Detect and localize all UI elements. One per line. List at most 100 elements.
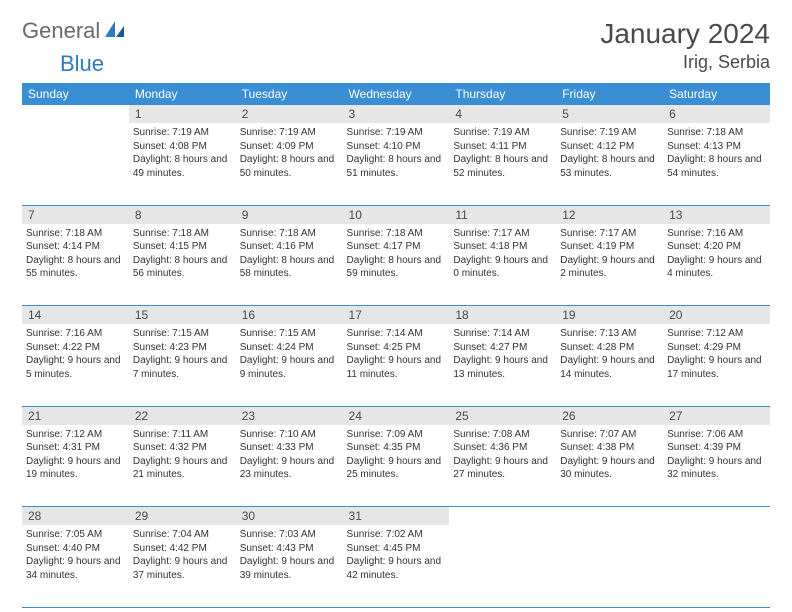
day-number: 13 xyxy=(663,205,770,224)
day-details: Sunrise: 7:03 AMSunset: 4:43 PMDaylight:… xyxy=(240,528,339,582)
day-number: 27 xyxy=(663,406,770,425)
day-number: 22 xyxy=(129,406,236,425)
day-header: Friday xyxy=(556,83,663,105)
day-cell: Sunrise: 7:18 AMSunset: 4:15 PMDaylight:… xyxy=(129,224,236,306)
day-cell: Sunrise: 7:15 AMSunset: 4:24 PMDaylight:… xyxy=(236,324,343,406)
day-details: Sunrise: 7:17 AMSunset: 4:19 PMDaylight:… xyxy=(560,227,659,281)
day-details: Sunrise: 7:16 AMSunset: 4:20 PMDaylight:… xyxy=(667,227,766,281)
day-cell: Sunrise: 7:14 AMSunset: 4:25 PMDaylight:… xyxy=(343,324,450,406)
day-cell: Sunrise: 7:06 AMSunset: 4:39 PMDaylight:… xyxy=(663,425,770,507)
day-details: Sunrise: 7:19 AMSunset: 4:10 PMDaylight:… xyxy=(347,126,446,180)
day-cell: Sunrise: 7:19 AMSunset: 4:08 PMDaylight:… xyxy=(129,123,236,205)
week-row: Sunrise: 7:16 AMSunset: 4:22 PMDaylight:… xyxy=(22,324,770,406)
day-details: Sunrise: 7:13 AMSunset: 4:28 PMDaylight:… xyxy=(560,327,659,381)
day-cell: Sunrise: 7:09 AMSunset: 4:35 PMDaylight:… xyxy=(343,425,450,507)
day-header-row: SundayMondayTuesdayWednesdayThursdayFrid… xyxy=(22,83,770,105)
day-details: Sunrise: 7:18 AMSunset: 4:13 PMDaylight:… xyxy=(667,126,766,180)
title-block: January 2024 Irig, Serbia xyxy=(600,18,770,73)
day-number: 14 xyxy=(22,306,129,325)
day-header: Monday xyxy=(129,83,236,105)
day-number: 2 xyxy=(236,105,343,123)
day-details: Sunrise: 7:19 AMSunset: 4:11 PMDaylight:… xyxy=(453,126,552,180)
day-cell: Sunrise: 7:17 AMSunset: 4:19 PMDaylight:… xyxy=(556,224,663,306)
day-number: 24 xyxy=(343,406,450,425)
day-cell: Sunrise: 7:16 AMSunset: 4:20 PMDaylight:… xyxy=(663,224,770,306)
day-details: Sunrise: 7:12 AMSunset: 4:31 PMDaylight:… xyxy=(26,428,125,482)
day-number xyxy=(22,105,129,123)
day-header: Sunday xyxy=(22,83,129,105)
day-cell: Sunrise: 7:18 AMSunset: 4:14 PMDaylight:… xyxy=(22,224,129,306)
day-cell: Sunrise: 7:17 AMSunset: 4:18 PMDaylight:… xyxy=(449,224,556,306)
day-cell: Sunrise: 7:18 AMSunset: 4:16 PMDaylight:… xyxy=(236,224,343,306)
day-cell: Sunrise: 7:19 AMSunset: 4:12 PMDaylight:… xyxy=(556,123,663,205)
day-number: 19 xyxy=(556,306,663,325)
day-header: Wednesday xyxy=(343,83,450,105)
day-header: Tuesday xyxy=(236,83,343,105)
week-row: Sunrise: 7:05 AMSunset: 4:40 PMDaylight:… xyxy=(22,525,770,607)
logo-text-blue: Blue xyxy=(60,51,104,77)
day-cell: Sunrise: 7:02 AMSunset: 4:45 PMDaylight:… xyxy=(343,525,450,607)
day-cell xyxy=(22,123,129,205)
week-row: Sunrise: 7:12 AMSunset: 4:31 PMDaylight:… xyxy=(22,425,770,507)
day-number xyxy=(556,507,663,526)
month-title: January 2024 xyxy=(600,18,770,50)
day-cell: Sunrise: 7:03 AMSunset: 4:43 PMDaylight:… xyxy=(236,525,343,607)
calendar-table: SundayMondayTuesdayWednesdayThursdayFrid… xyxy=(22,83,770,608)
day-number: 18 xyxy=(449,306,556,325)
week-row: Sunrise: 7:19 AMSunset: 4:08 PMDaylight:… xyxy=(22,123,770,205)
day-details: Sunrise: 7:15 AMSunset: 4:23 PMDaylight:… xyxy=(133,327,232,381)
day-details: Sunrise: 7:16 AMSunset: 4:22 PMDaylight:… xyxy=(26,327,125,381)
day-details: Sunrise: 7:18 AMSunset: 4:16 PMDaylight:… xyxy=(240,227,339,281)
day-number: 23 xyxy=(236,406,343,425)
day-details: Sunrise: 7:05 AMSunset: 4:40 PMDaylight:… xyxy=(26,528,125,582)
day-details: Sunrise: 7:14 AMSunset: 4:27 PMDaylight:… xyxy=(453,327,552,381)
logo: General xyxy=(22,18,128,44)
day-number: 4 xyxy=(449,105,556,123)
day-cell: Sunrise: 7:13 AMSunset: 4:28 PMDaylight:… xyxy=(556,324,663,406)
day-number xyxy=(663,507,770,526)
week-row: Sunrise: 7:18 AMSunset: 4:14 PMDaylight:… xyxy=(22,224,770,306)
day-details: Sunrise: 7:14 AMSunset: 4:25 PMDaylight:… xyxy=(347,327,446,381)
day-cell: Sunrise: 7:12 AMSunset: 4:31 PMDaylight:… xyxy=(22,425,129,507)
day-cell: Sunrise: 7:18 AMSunset: 4:13 PMDaylight:… xyxy=(663,123,770,205)
day-cell xyxy=(663,525,770,607)
day-cell: Sunrise: 7:15 AMSunset: 4:23 PMDaylight:… xyxy=(129,324,236,406)
day-cell: Sunrise: 7:10 AMSunset: 4:33 PMDaylight:… xyxy=(236,425,343,507)
day-details: Sunrise: 7:17 AMSunset: 4:18 PMDaylight:… xyxy=(453,227,552,281)
day-number-row: 21222324252627 xyxy=(22,406,770,425)
day-cell xyxy=(556,525,663,607)
day-cell: Sunrise: 7:19 AMSunset: 4:10 PMDaylight:… xyxy=(343,123,450,205)
day-number: 28 xyxy=(22,507,129,526)
day-details: Sunrise: 7:12 AMSunset: 4:29 PMDaylight:… xyxy=(667,327,766,381)
day-cell: Sunrise: 7:14 AMSunset: 4:27 PMDaylight:… xyxy=(449,324,556,406)
day-details: Sunrise: 7:10 AMSunset: 4:33 PMDaylight:… xyxy=(240,428,339,482)
day-cell: Sunrise: 7:04 AMSunset: 4:42 PMDaylight:… xyxy=(129,525,236,607)
day-details: Sunrise: 7:06 AMSunset: 4:39 PMDaylight:… xyxy=(667,428,766,482)
day-details: Sunrise: 7:18 AMSunset: 4:17 PMDaylight:… xyxy=(347,227,446,281)
day-cell: Sunrise: 7:11 AMSunset: 4:32 PMDaylight:… xyxy=(129,425,236,507)
day-number: 30 xyxy=(236,507,343,526)
day-number-row: 28293031 xyxy=(22,507,770,526)
day-number: 21 xyxy=(22,406,129,425)
day-number: 6 xyxy=(663,105,770,123)
location-label: Irig, Serbia xyxy=(600,52,770,73)
page-header: General January 2024 Irig, Serbia xyxy=(22,18,770,73)
day-cell xyxy=(449,525,556,607)
day-cell: Sunrise: 7:18 AMSunset: 4:17 PMDaylight:… xyxy=(343,224,450,306)
day-cell: Sunrise: 7:08 AMSunset: 4:36 PMDaylight:… xyxy=(449,425,556,507)
day-cell: Sunrise: 7:12 AMSunset: 4:29 PMDaylight:… xyxy=(663,324,770,406)
day-number: 10 xyxy=(343,205,450,224)
day-number: 26 xyxy=(556,406,663,425)
day-details: Sunrise: 7:02 AMSunset: 4:45 PMDaylight:… xyxy=(347,528,446,582)
day-cell: Sunrise: 7:16 AMSunset: 4:22 PMDaylight:… xyxy=(22,324,129,406)
day-number: 25 xyxy=(449,406,556,425)
day-details: Sunrise: 7:19 AMSunset: 4:09 PMDaylight:… xyxy=(240,126,339,180)
day-number: 11 xyxy=(449,205,556,224)
day-cell: Sunrise: 7:19 AMSunset: 4:11 PMDaylight:… xyxy=(449,123,556,205)
day-number: 17 xyxy=(343,306,450,325)
logo-text-general: General xyxy=(22,18,100,44)
day-number: 5 xyxy=(556,105,663,123)
day-number: 16 xyxy=(236,306,343,325)
day-details: Sunrise: 7:19 AMSunset: 4:08 PMDaylight:… xyxy=(133,126,232,180)
day-number: 12 xyxy=(556,205,663,224)
